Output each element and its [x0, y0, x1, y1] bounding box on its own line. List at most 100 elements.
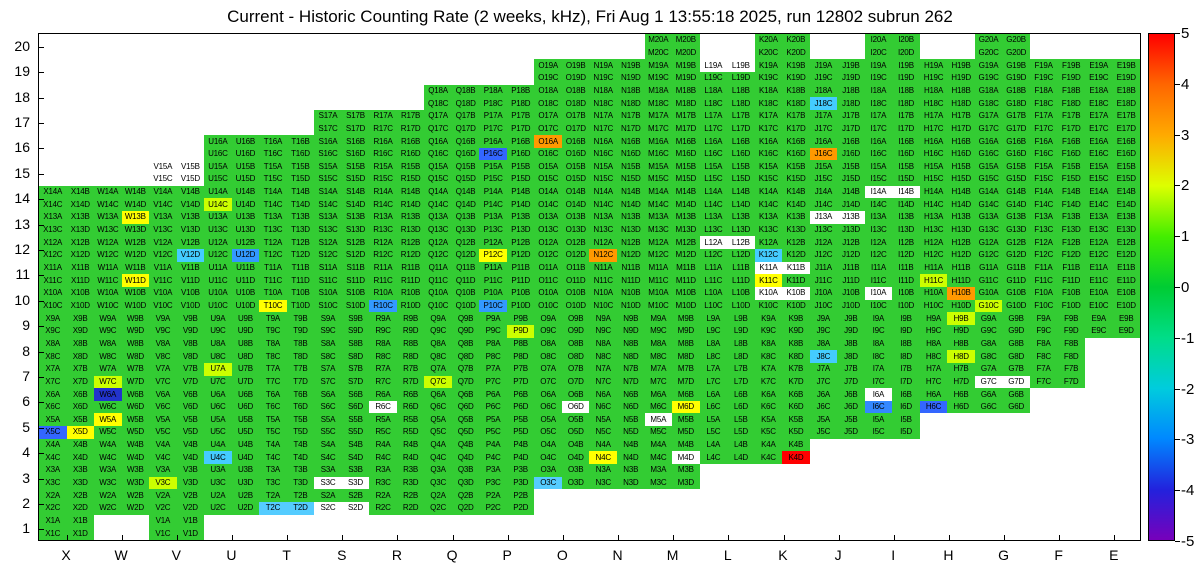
heatmap-cell-N12B: N12B: [617, 236, 645, 250]
colorbar-tick--5: -5: [1181, 533, 1195, 550]
heatmap-cell-J9D: J9D: [837, 324, 865, 338]
heatmap-cell-X14D: X14D: [66, 198, 95, 212]
heatmap-cell-S10B: S10B: [341, 286, 370, 300]
heatmap-cell-W8D: W8D: [121, 350, 150, 363]
heatmap-cell-L11D: L11D: [727, 274, 755, 287]
heatmap-cell-F12D: F12D: [1057, 249, 1085, 262]
y-axis-label-6: 6: [22, 393, 30, 410]
heatmap-cell-O4B: O4B: [561, 438, 590, 452]
heatmap-cell-U6B: U6B: [231, 388, 260, 401]
heatmap-cell-J16C: J16C: [809, 147, 838, 161]
heatmap-cell-O15A: O15A: [534, 160, 562, 174]
y-axis-tick: [39, 402, 44, 404]
heatmap-cell-O4A: O4A: [534, 438, 562, 452]
heatmap-cell-I17D: I17D: [892, 122, 920, 136]
heatmap-cell-P16A: P16A: [479, 135, 507, 148]
heatmap-cell-M6B: M6B: [672, 388, 700, 401]
heatmap-cell-G13D: G13D: [1002, 223, 1030, 237]
heatmap-cell-V4D: V4D: [176, 451, 205, 465]
heatmap-cell-M3A: M3A: [644, 464, 673, 477]
heatmap-cell-L7B: L7B: [727, 362, 755, 376]
heatmap-cell-J12B: J12B: [837, 236, 865, 250]
heatmap-cell-L6A: L6A: [699, 388, 728, 401]
heatmap-cell-M4A: M4A: [644, 438, 673, 452]
x-axis-tick: [507, 535, 509, 540]
heatmap-cell-P11B: P11B: [506, 261, 535, 275]
heatmap-cell-I17C: I17C: [864, 122, 893, 136]
heatmap-cell-Q10B: Q10B: [451, 286, 480, 300]
heatmap-cell-E19C: E19C: [1084, 71, 1113, 85]
heatmap-cell-H13B: H13B: [947, 211, 975, 224]
heatmap-cell-M20C: M20C: [644, 46, 673, 60]
heatmap-cell-H18B: H18B: [947, 84, 975, 98]
heatmap-cell-S13A: S13A: [314, 211, 342, 224]
heatmap-cell-G19C: G19C: [974, 71, 1003, 85]
heatmap-cell-E13B: E13B: [1112, 211, 1140, 224]
heatmap-cell-G14C: G14C: [974, 198, 1003, 212]
heatmap-cell-T5C: T5C: [259, 426, 287, 439]
heatmap-cell-P4C: P4C: [479, 451, 507, 465]
heatmap-cell-U14C: U14C: [204, 198, 232, 212]
heatmap-cell-H19B: H19B: [947, 59, 975, 72]
heatmap-cell-S15A: S15A: [314, 160, 342, 174]
heatmap-cell-W13B: W13B: [121, 211, 150, 224]
heatmap-cell-Q7D: Q7D: [451, 375, 480, 389]
colorbar-tick-mark: [1175, 541, 1180, 542]
heatmap-cell-I18D: I18D: [892, 97, 920, 110]
heatmap-cell-W14A: W14A: [94, 185, 122, 199]
heatmap-cell-I14A: I14A: [864, 185, 893, 199]
heatmap-cell-Q4D: Q4D: [451, 451, 480, 465]
heatmap-cell-H19C: H19C: [919, 71, 948, 85]
y-axis-tick: [39, 275, 44, 277]
x-axis-tick: [618, 535, 620, 540]
heatmap-cell-H8A: H8A: [919, 337, 948, 351]
heatmap-cell-N13B: N13B: [617, 211, 645, 224]
heatmap-cell-J13C: J13C: [809, 223, 838, 237]
heatmap-cell-G14D: G14D: [1002, 198, 1030, 212]
heatmap-cell-I8D: I8D: [892, 350, 920, 363]
heatmap-cell-H8D: H8D: [947, 350, 975, 363]
heatmap-cell-S3D: S3D: [341, 476, 370, 490]
heatmap-cell-H9C: H9C: [919, 324, 948, 338]
heatmap-cell-X12C: X12C: [39, 249, 67, 262]
heatmap-cell-V3B: V3B: [176, 464, 205, 477]
heatmap-cell-H11C: H11C: [919, 274, 948, 287]
heatmap-cell-T11C: T11C: [259, 274, 287, 287]
heatmap-cell-U11D: U11D: [231, 274, 260, 287]
heatmap-cell-O10B: O10B: [561, 286, 590, 300]
heatmap-cell-L16A: L16A: [699, 135, 728, 148]
heatmap-cell-O18D: O18D: [561, 97, 590, 110]
heatmap-cell-X2A: X2A: [39, 489, 67, 503]
heatmap-cell-L10A: L10A: [699, 286, 728, 300]
heatmap-cell-H17B: H17B: [947, 109, 975, 123]
heatmap-cell-J11C: J11C: [809, 274, 838, 287]
heatmap-cell-U3B: U3B: [231, 464, 260, 477]
heatmap-cell-O18B: O18B: [561, 84, 590, 98]
x-axis-tick: [728, 535, 730, 540]
heatmap-cell-R13B: R13B: [396, 211, 425, 224]
y-axis-tick: [39, 529, 44, 531]
heatmap-cell-L5C: L5C: [699, 426, 728, 439]
heatmap-cell-K18D: K18D: [782, 97, 810, 110]
heatmap-cell-W2D: W2D: [121, 502, 150, 515]
heatmap-cell-I8C: I8C: [864, 350, 893, 363]
heatmap-cell-X6A: X6A: [39, 388, 67, 401]
heatmap-cell-E13D: E13D: [1112, 223, 1140, 237]
heatmap-cell-R5D: R5D: [396, 426, 425, 439]
heatmap-cell-H12B: H12B: [947, 236, 975, 250]
heatmap-cell-W11D: W11D: [121, 274, 150, 287]
heatmap-cell-V3D: V3D: [176, 476, 205, 490]
heatmap-cell-W11B: W11B: [121, 261, 150, 275]
heatmap-cell-I10D: I10D: [892, 299, 920, 313]
heatmap-cell-T12B: T12B: [286, 236, 315, 250]
heatmap-cell-M7A: M7A: [644, 362, 673, 376]
heatmap-cell-X10A: X10A: [39, 286, 67, 300]
heatmap-cell-M5D: M5D: [672, 426, 700, 439]
heatmap-cell-G11C: G11C: [974, 274, 1003, 287]
heatmap-cell-G19A: G19A: [974, 59, 1003, 72]
heatmap-cell-J11B: J11B: [837, 261, 865, 275]
heatmap-cell-F15B: F15B: [1057, 160, 1085, 174]
heatmap-cell-M19B: M19B: [672, 59, 700, 72]
heatmap-cell-T15C: T15C: [259, 173, 287, 186]
heatmap-cell-G11A: G11A: [974, 261, 1003, 275]
